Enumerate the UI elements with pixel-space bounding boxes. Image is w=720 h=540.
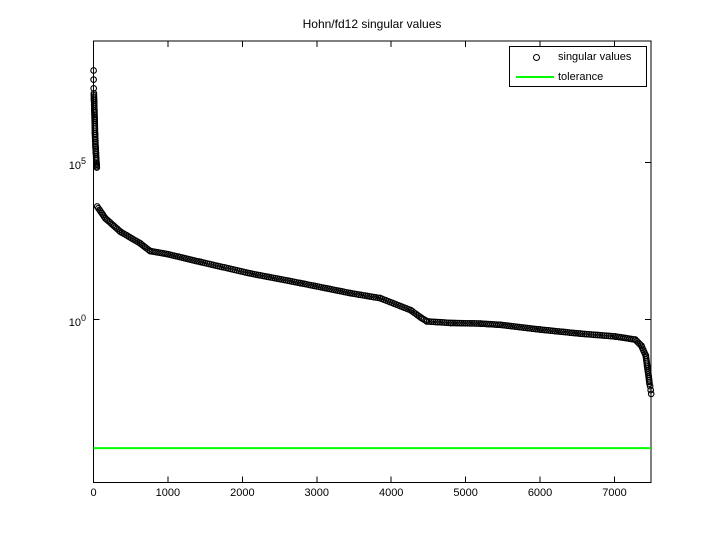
y-tick-exponent: 0 bbox=[80, 313, 86, 323]
chart-title: Hohn/fd12 singular values bbox=[302, 17, 442, 31]
x-tick-label: 2000 bbox=[230, 487, 255, 499]
y-tick-label-1e5: 105 bbox=[54, 156, 86, 172]
legend: singular values tolerance bbox=[509, 46, 647, 87]
x-tick-label: 5000 bbox=[453, 487, 478, 499]
y-tick-label-1e0: 100 bbox=[54, 313, 86, 329]
x-tick-label: 7000 bbox=[602, 487, 627, 499]
legend-label: tolerance bbox=[558, 71, 604, 83]
circle-marker-icon bbox=[533, 54, 540, 61]
x-tick-label: 0 bbox=[90, 487, 97, 499]
singular-values-series bbox=[90, 67, 655, 398]
axis-ticks bbox=[93, 41, 651, 483]
axes-box bbox=[93, 40, 652, 483]
y-tick-exponent: 5 bbox=[80, 156, 86, 166]
x-tick-label: 4000 bbox=[378, 487, 404, 499]
x-tick-label: 1000 bbox=[155, 487, 181, 499]
legend-entry-singular-values: singular values bbox=[510, 47, 646, 67]
x-tick-label: 3000 bbox=[304, 487, 330, 499]
legend-entry-tolerance: tolerance bbox=[510, 67, 646, 87]
legend-marker-zone bbox=[510, 47, 558, 67]
x-tick-label: 6000 bbox=[527, 487, 553, 499]
legend-label: singular values bbox=[558, 51, 632, 63]
y-tick-base: 10 bbox=[68, 160, 81, 172]
y-tick-base: 10 bbox=[68, 317, 81, 329]
line-marker-icon bbox=[516, 76, 554, 78]
legend-marker-zone bbox=[510, 67, 558, 87]
